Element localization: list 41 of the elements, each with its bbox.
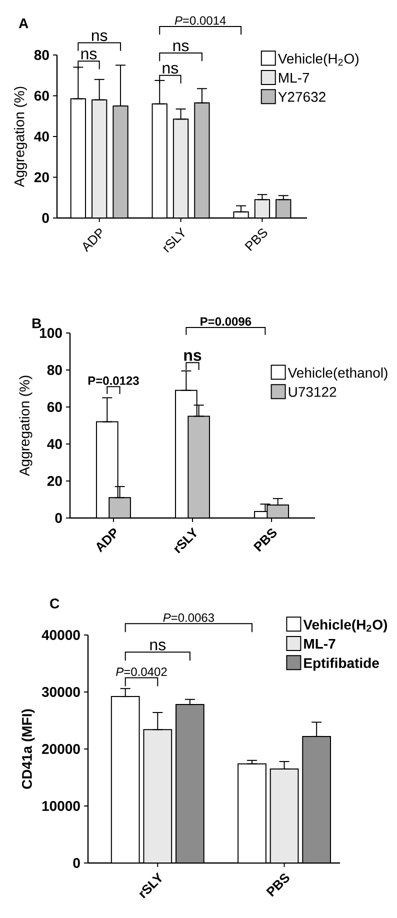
y-axis-title: Aggregation (%) [19,376,32,476]
y-tick-label: 0 [42,213,49,223]
legend-label: Y27632 [278,92,326,102]
legend-label: Eptifibatide [304,658,379,671]
annotation: ns [81,50,97,60]
y-tick-label: 20000 [42,744,80,754]
text: ns [173,42,189,52]
legend-label: ML-7 [304,638,336,649]
legend-label: Vehicle(ethanol) [288,367,388,381]
y-tick-label: 100 [40,328,62,338]
y-tick-label: 40 [47,439,62,449]
y-tick-label: 0 [55,513,62,523]
y-axis-title: Aggregation (%) [14,86,28,188]
legend-label: Vehicle(H$_{2}$O) [303,619,388,632]
y-tick-label: 40000 [42,630,80,640]
text: P=0.0014 [174,16,226,25]
chart-title: C [50,598,60,608]
annotation: P=0.0402 [116,668,167,676]
annotation: ns [150,642,166,650]
text: ns [92,32,108,42]
y-tick-label: 40 [34,132,49,142]
legend-label: ML-7 [279,72,310,83]
text: P=0.0063 [163,613,214,622]
y-tick-label: 20 [34,172,49,182]
legend-label: U73122 [288,386,336,397]
annotation: ns [184,352,202,361]
y-tick-label: 60 [34,90,49,101]
y-axis-title: CD41a (MFI) [22,709,35,789]
chart-title: B [32,318,42,328]
annotation: ns [162,64,178,74]
y-tick-label: 60 [47,402,62,412]
y-tick-label: 20 [47,476,62,486]
text: P=0.0096 [200,317,252,326]
legend-label: Vehicle(H$_{2}$O) [278,53,358,66]
y-tick-label: 80 [47,365,62,375]
y-tick-label: 30000 [42,687,80,697]
chart-title: A [18,18,28,28]
y-tick-label: 10000 [42,801,80,811]
y-tick-label: 0 [73,858,80,868]
y-tick-label: 80 [34,50,49,60]
annotation: P=0.0123 [88,376,139,385]
